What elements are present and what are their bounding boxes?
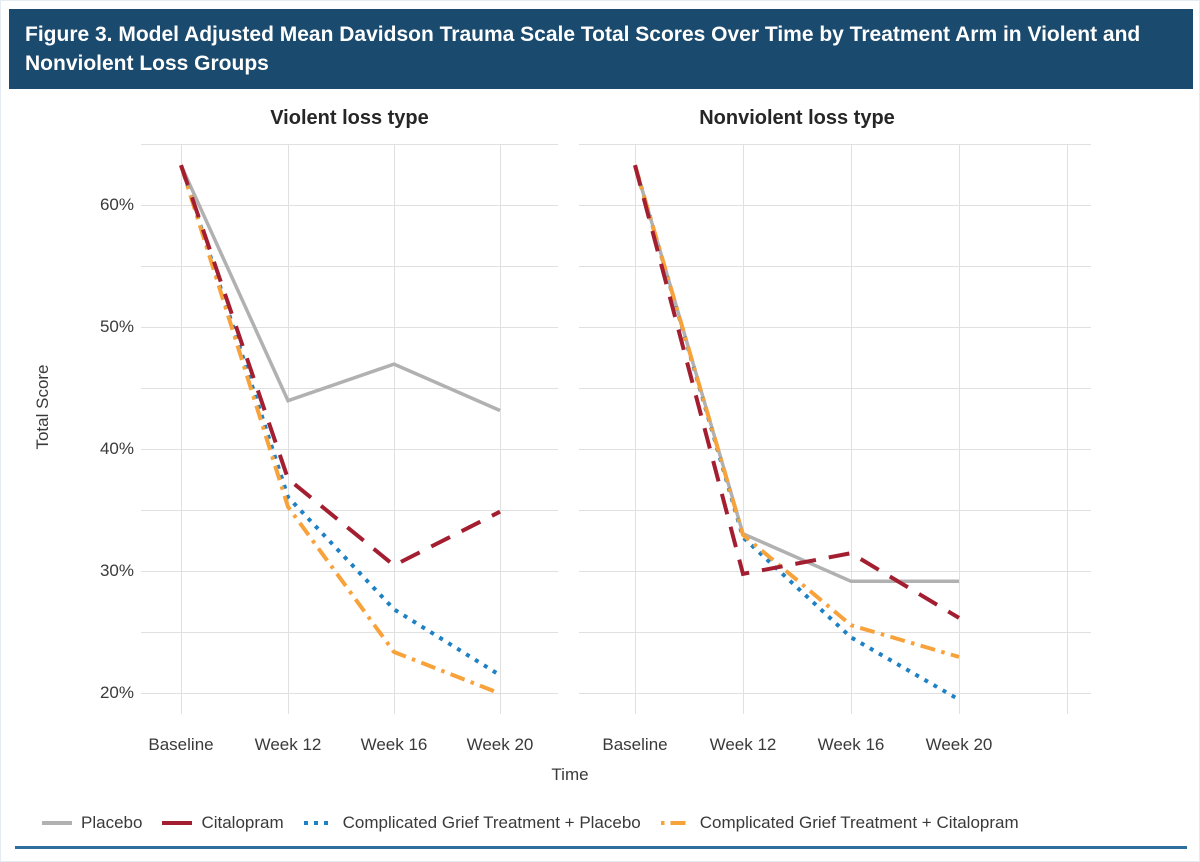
- legend-swatch-dot-line: [303, 821, 334, 825]
- series-line-complicated-grief-treatment-placebo: [633, 164, 960, 702]
- y-tick-label: 60%: [99, 195, 134, 214]
- x-axis-title: Time: [551, 765, 589, 784]
- nonviolent-loss-chart: [579, 144, 1091, 714]
- x-tick-label: Week 20: [925, 735, 993, 754]
- y-axis-title: Total Score: [33, 364, 52, 450]
- y-tick-label: 50%: [99, 317, 134, 336]
- violent-panel-title: Violent loss type: [270, 107, 429, 129]
- series-line-citalopram: [633, 164, 961, 620]
- violent-loss-chart: [141, 144, 558, 714]
- legend-item: Placebo: [41, 813, 142, 833]
- series-line-placebo: [633, 164, 959, 584]
- x-tick-label: Week 12: [254, 735, 322, 754]
- chart-legend: Placebo Citalopram Complicated Grief Treat…: [41, 809, 1191, 837]
- x-tick-label: Week 16: [360, 735, 428, 754]
- series-line-placebo: [179, 164, 501, 413]
- bottom-divider: [15, 846, 1187, 849]
- series-line-citalopram: [179, 164, 501, 568]
- legend-label: Complicated Grief Treatment + Placebo: [342, 813, 641, 832]
- x-tick-label: Week 20: [466, 735, 534, 754]
- y-tick-label: 30%: [99, 561, 134, 580]
- legend-label: Placebo: [81, 813, 143, 832]
- legend-swatch-dashdot-line: [660, 821, 691, 825]
- x-tick-label: Baseline: [148, 735, 214, 754]
- figure-title: Figure 3. Model Adjusted Mean Davidson T…: [25, 23, 1141, 76]
- series-line-complicated-grief-treatment-citalopram: [633, 164, 960, 659]
- x-tick-label: Week 16: [817, 735, 885, 754]
- series-line-complicated-grief-treatment-placebo: [179, 164, 502, 677]
- legend-swatch-longdash-line: [162, 821, 193, 825]
- legend-item: Complicated Grief Treatment + Placebo: [303, 813, 641, 833]
- series-line-complicated-grief-treatment-citalopram: [179, 164, 501, 696]
- legend-item: Citalopram: [161, 813, 284, 833]
- nonviolent-panel-title: Nonviolent loss type: [699, 107, 895, 129]
- x-tick-label: Baseline: [602, 735, 668, 754]
- legend-label: Complicated Grief Treatment + Citalopram: [699, 813, 1019, 832]
- y-tick-label: 20%: [99, 683, 134, 702]
- y-tick-label: 40%: [99, 439, 134, 458]
- figure-title-bar: Figure 3. Model Adjusted Mean Davidson T…: [9, 9, 1193, 89]
- legend-item: Complicated Grief Treatment + Citalopram: [660, 813, 1019, 833]
- legend-swatch-solid-line: [42, 821, 72, 825]
- legend-label: Citalopram: [201, 813, 284, 832]
- x-tick-label: Week 12: [709, 735, 777, 754]
